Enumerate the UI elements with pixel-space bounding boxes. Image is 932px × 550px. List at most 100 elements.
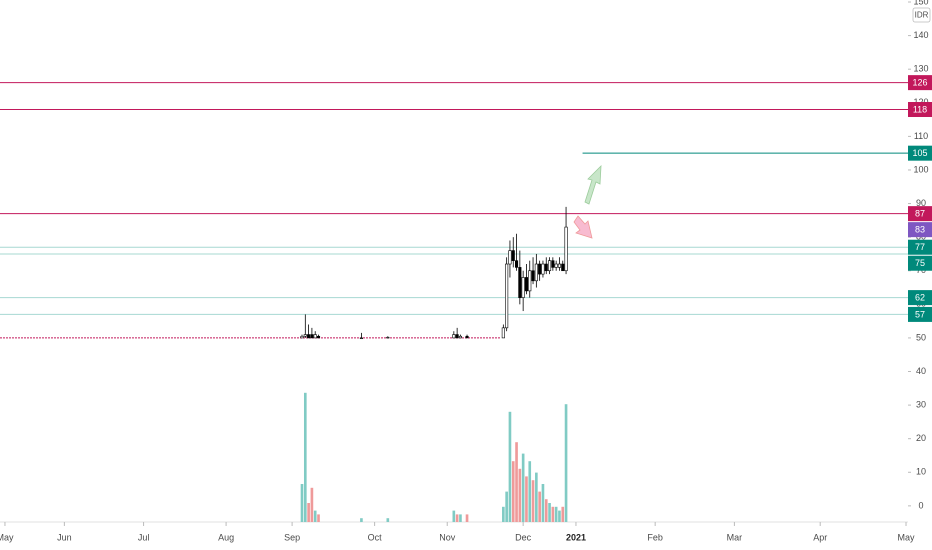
level-label-bg xyxy=(908,306,932,322)
volume-bar xyxy=(505,491,508,522)
y-tick-label: 30 xyxy=(916,399,926,409)
x-tick-label: Sep xyxy=(284,532,300,542)
volume-bar xyxy=(525,476,528,522)
volume-bar xyxy=(307,503,310,522)
level-label-bg xyxy=(908,102,932,118)
candle-body xyxy=(531,270,535,282)
volume-bar xyxy=(561,506,565,522)
x-tick-label: Jun xyxy=(57,532,72,542)
level-label: 83 xyxy=(915,225,925,235)
candle-body xyxy=(452,334,456,339)
y-tick-label: 110 xyxy=(914,131,928,141)
y-tick-label: 140 xyxy=(913,30,928,40)
candle-body xyxy=(524,277,529,292)
volume-bar xyxy=(502,506,505,522)
candle-body xyxy=(455,334,459,339)
x-tick-label: Feb xyxy=(647,532,663,542)
volume-bar xyxy=(538,491,541,522)
up-arrow xyxy=(584,164,602,205)
volume-bar xyxy=(551,506,555,522)
level-label-bg xyxy=(908,290,932,306)
x-tick-label: Nov xyxy=(439,532,456,542)
candle-body xyxy=(564,226,568,272)
volume-bar xyxy=(528,461,532,522)
candle-body xyxy=(508,250,512,265)
volume-bar xyxy=(386,518,390,522)
level-label: 57 xyxy=(915,309,925,319)
level-label-bg xyxy=(908,145,932,161)
volume-bar xyxy=(548,503,551,522)
candle-body xyxy=(458,335,462,339)
level-label-bg xyxy=(908,222,932,238)
candle-body xyxy=(359,337,363,340)
candle-body xyxy=(465,335,469,339)
volume-bar xyxy=(515,442,518,522)
candle-body xyxy=(514,260,519,268)
candle-body xyxy=(505,263,509,329)
y-tick-label: 150 xyxy=(913,0,928,6)
level-label: 77 xyxy=(915,242,925,252)
candle-body xyxy=(541,263,545,275)
plot-layer xyxy=(0,82,908,523)
volume-bar xyxy=(511,461,515,522)
y-tick-label: 130 xyxy=(913,64,928,74)
candle-body xyxy=(307,334,311,339)
candle-body xyxy=(300,335,304,339)
x-tick-label: May xyxy=(0,532,14,542)
candle-body xyxy=(521,277,525,298)
y-tick-label: 20 xyxy=(916,433,926,443)
x-tick-label: May xyxy=(898,532,916,542)
level-label: 105 xyxy=(912,148,927,158)
volume-bar xyxy=(535,472,538,522)
currency-box xyxy=(912,7,931,23)
candle-body xyxy=(316,335,321,339)
candle-body xyxy=(303,334,307,337)
volume-bar xyxy=(465,514,469,522)
y-tick-label: 50 xyxy=(916,332,926,342)
candle-body xyxy=(561,263,565,272)
y-tick-label: 100 xyxy=(913,164,928,174)
candle-body xyxy=(518,267,522,298)
candle-body xyxy=(544,263,548,272)
candle-body xyxy=(547,260,552,272)
level-label-bg xyxy=(908,239,932,255)
volume-bar xyxy=(360,518,363,522)
y-tick-label: 90 xyxy=(916,198,926,208)
volume-bar xyxy=(541,484,545,522)
candle-body xyxy=(551,260,555,268)
volume-bar xyxy=(452,510,456,522)
volume-bar xyxy=(455,514,459,522)
candle-body xyxy=(501,327,505,339)
x-tick-label: 2021 xyxy=(566,532,586,542)
candle-body xyxy=(538,263,542,275)
x-tick-label: Aug xyxy=(218,532,234,542)
level-label: 118 xyxy=(913,104,927,114)
y-tick-label: 10 xyxy=(916,467,926,477)
y-tick-label: 40 xyxy=(916,366,926,376)
volume-bar xyxy=(300,484,304,522)
x-tick-label: Dec xyxy=(515,532,532,542)
candle-body xyxy=(557,263,562,268)
volume-bar xyxy=(531,480,535,522)
volume-bar xyxy=(544,499,548,522)
level-label-bg xyxy=(908,255,932,271)
down-arrow xyxy=(573,215,593,239)
volume-bar xyxy=(558,510,561,522)
candle-body xyxy=(386,336,390,339)
level-label: 62 xyxy=(915,292,925,302)
volume-bar xyxy=(459,514,462,522)
volume-bar xyxy=(303,392,307,522)
annotation-arrows xyxy=(573,164,602,239)
y-tick-label: 0 xyxy=(918,500,923,510)
currency-label: IDR xyxy=(915,11,929,20)
volume-bar xyxy=(564,404,568,522)
candle-body xyxy=(534,263,538,282)
volume-bar xyxy=(317,514,320,522)
volume-bar xyxy=(310,487,314,522)
x-tick-label: Mar xyxy=(727,532,743,542)
candle-body xyxy=(511,250,515,261)
volume-bar xyxy=(313,510,317,522)
